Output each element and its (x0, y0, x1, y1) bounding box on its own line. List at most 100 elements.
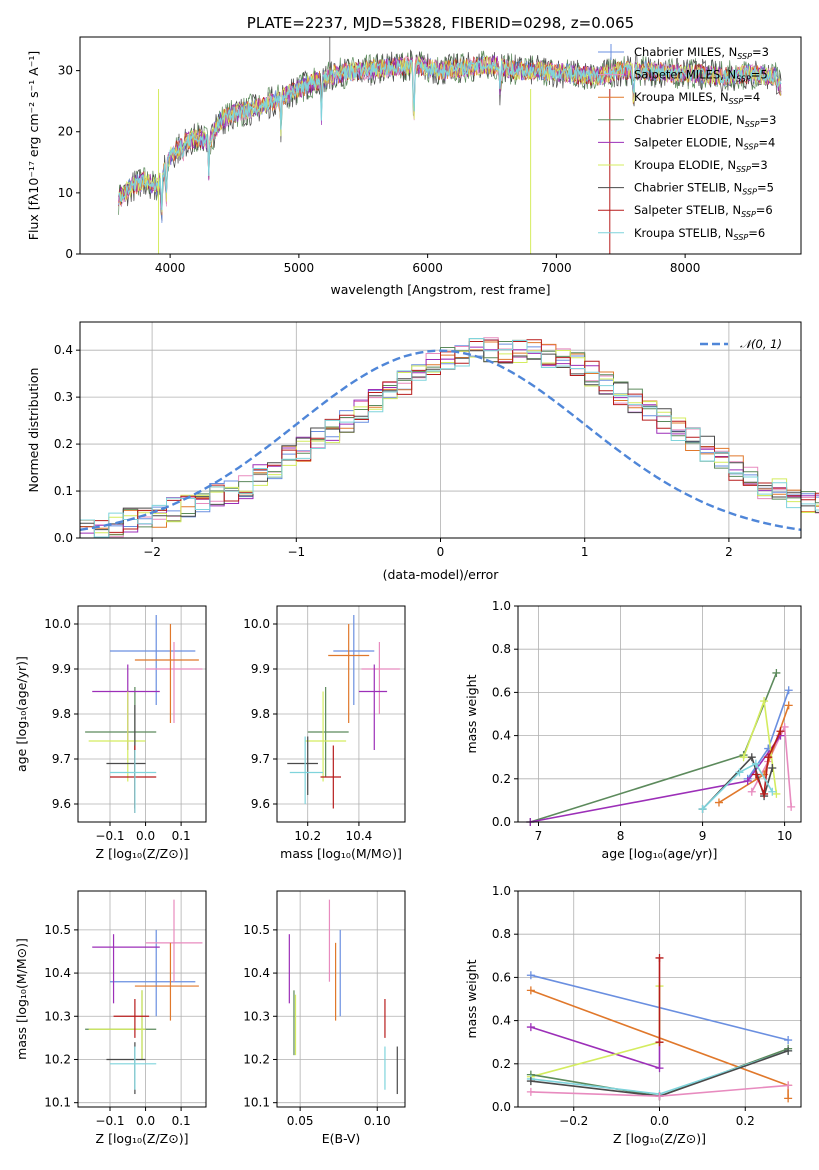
y-tick-label: 10.2 (44, 1052, 71, 1066)
legend-label-sub: SSP (737, 52, 752, 61)
legend-label-sub: SSP (744, 142, 759, 151)
legend-label-sub: SSP (745, 120, 760, 129)
plus-marker (739, 753, 748, 762)
x-axis-label: mass [log₁₀(M/M⊙)] (280, 846, 402, 861)
plus-marker (784, 1046, 793, 1055)
y-tick-label: 9.8 (52, 707, 71, 721)
plus-marker (751, 770, 760, 779)
x-tick-label: 5000 (284, 261, 315, 275)
x-tick-label: 4000 (155, 261, 186, 275)
y-tick-label: 0.8 (492, 927, 511, 941)
y-axis-label: Normed distribution (26, 368, 41, 493)
x-tick-label: −2 (143, 545, 161, 559)
y-tick-label: 0.0 (54, 531, 73, 545)
x-tick-label: 6000 (412, 261, 443, 275)
legend-label-main: Salpeter STELIB, N (634, 203, 741, 217)
legend-label-tail: =3 (751, 158, 768, 172)
x-axis-label: age [log₁₀(age/yr)] (602, 846, 718, 861)
age-vs-mass-frame (276, 605, 406, 823)
plus-marker (760, 697, 769, 706)
y-tick-label: 0.6 (492, 970, 511, 984)
y-tick-label: 0.4 (492, 729, 511, 743)
plus-marker (698, 805, 707, 814)
plus-marker (764, 753, 773, 762)
y-tick-label: 9.9 (52, 662, 71, 676)
legend-label-sub: SSP (736, 165, 751, 174)
x-tick-label: −1 (287, 545, 305, 559)
legend-label-sub: SSP (742, 188, 757, 197)
legend-label-tail: =6 (748, 226, 765, 240)
y-tick-label: 1.0 (492, 884, 511, 898)
y-tick-label: 10 (58, 186, 73, 200)
plus-marker (655, 1038, 664, 1047)
y-tick-label: 0 (65, 247, 73, 261)
y-axis-label: mass weight (464, 959, 479, 1038)
mass-vs-Z-frame (77, 890, 207, 1108)
legend-label-main: Kroupa MILES, N (634, 90, 729, 104)
legend-label-sub: SSP (729, 97, 744, 106)
legend-label-tail: =3 (760, 113, 777, 127)
histogram-8 (79, 338, 819, 538)
legend-label-main: Chabrier MILES, N (634, 45, 737, 59)
legend-label-main: Kroupa STELIB, N (634, 226, 734, 240)
legend-label-sub: SSP (741, 210, 756, 219)
y-tick-label: 0.0 (492, 1100, 511, 1114)
legend-label: Kroupa STELIB, NSSP=6 (634, 226, 765, 242)
massweight-vs-age-frame (517, 605, 802, 823)
y-tick-label: 0.0 (492, 815, 511, 829)
x-tick-label: 0.1 (172, 1114, 191, 1128)
x-tick-label: 7000 (541, 261, 572, 275)
x-tick-label: 10.2 (294, 829, 321, 843)
legend-label-tail: =3 (752, 45, 769, 59)
x-tick-label: 0.2 (736, 1114, 755, 1128)
plus-marker (787, 802, 796, 811)
plus-marker (526, 1023, 535, 1032)
age-vs-Z-frame (77, 605, 207, 823)
x-tick-label: −0.1 (95, 1114, 124, 1128)
x-tick-label: 0.10 (364, 1114, 391, 1128)
plus-marker (714, 798, 723, 807)
legend-label: Chabrier MILES, NSSP=3 (634, 45, 769, 61)
legend-label-sub: SSP (734, 233, 749, 242)
plus-marker (784, 1094, 793, 1103)
x-axis-label: Z [log₁₀(Z/Z⊙)] (96, 1131, 189, 1146)
x-tick-label: 1 (581, 545, 589, 559)
x-tick-label: 8 (617, 829, 625, 843)
legend-label-tail: =5 (751, 68, 768, 82)
mass-weight-line-6 (702, 755, 774, 810)
x-tick-label: 10.4 (346, 829, 373, 843)
mass-weight-line-8 (702, 762, 773, 810)
y-tick-label: 10.5 (243, 923, 270, 937)
legend-label-tail: =6 (756, 203, 773, 217)
y-tick-label: 10.0 (243, 617, 270, 631)
plus-marker (751, 759, 760, 768)
y-axis-label: Flux [fλ10⁻¹⁷ erg cm⁻² s⁻¹ A⁻¹] (26, 51, 41, 240)
legend-label-tail: =5 (757, 181, 774, 195)
x-tick-label: 0 (437, 545, 445, 559)
x-tick-label: 8000 (670, 261, 701, 275)
x-tick-label: 0.0 (136, 829, 155, 843)
plus-marker (526, 1087, 535, 1096)
histogram-2 (79, 341, 819, 538)
plus-marker (655, 1064, 664, 1073)
y-tick-label: 10.2 (243, 1052, 270, 1066)
x-tick-label: 0.05 (287, 1114, 314, 1128)
mass-weight-line-3 (530, 672, 778, 823)
y-tick-label: 20 (58, 125, 73, 139)
y-tick-label: 9.9 (251, 662, 270, 676)
legend-label: Salpeter ELODIE, NSSP=4 (634, 135, 775, 151)
y-tick-label: 10.4 (243, 966, 270, 980)
plus-marker (784, 1036, 793, 1045)
y-tick-label: 10.3 (44, 1009, 71, 1023)
massweight-vs-Z-frame (517, 890, 802, 1108)
histogram-0 (80, 339, 819, 539)
y-tick-label: 0.2 (492, 1057, 511, 1071)
y-tick-label: 10.1 (243, 1096, 270, 1110)
plus-marker (735, 768, 744, 777)
y-tick-label: 10.5 (44, 923, 71, 937)
plus-marker (772, 789, 781, 798)
y-tick-label: 0.6 (492, 685, 511, 699)
x-tick-label: 0.0 (136, 1114, 155, 1128)
y-tick-label: 10.1 (44, 1096, 71, 1110)
